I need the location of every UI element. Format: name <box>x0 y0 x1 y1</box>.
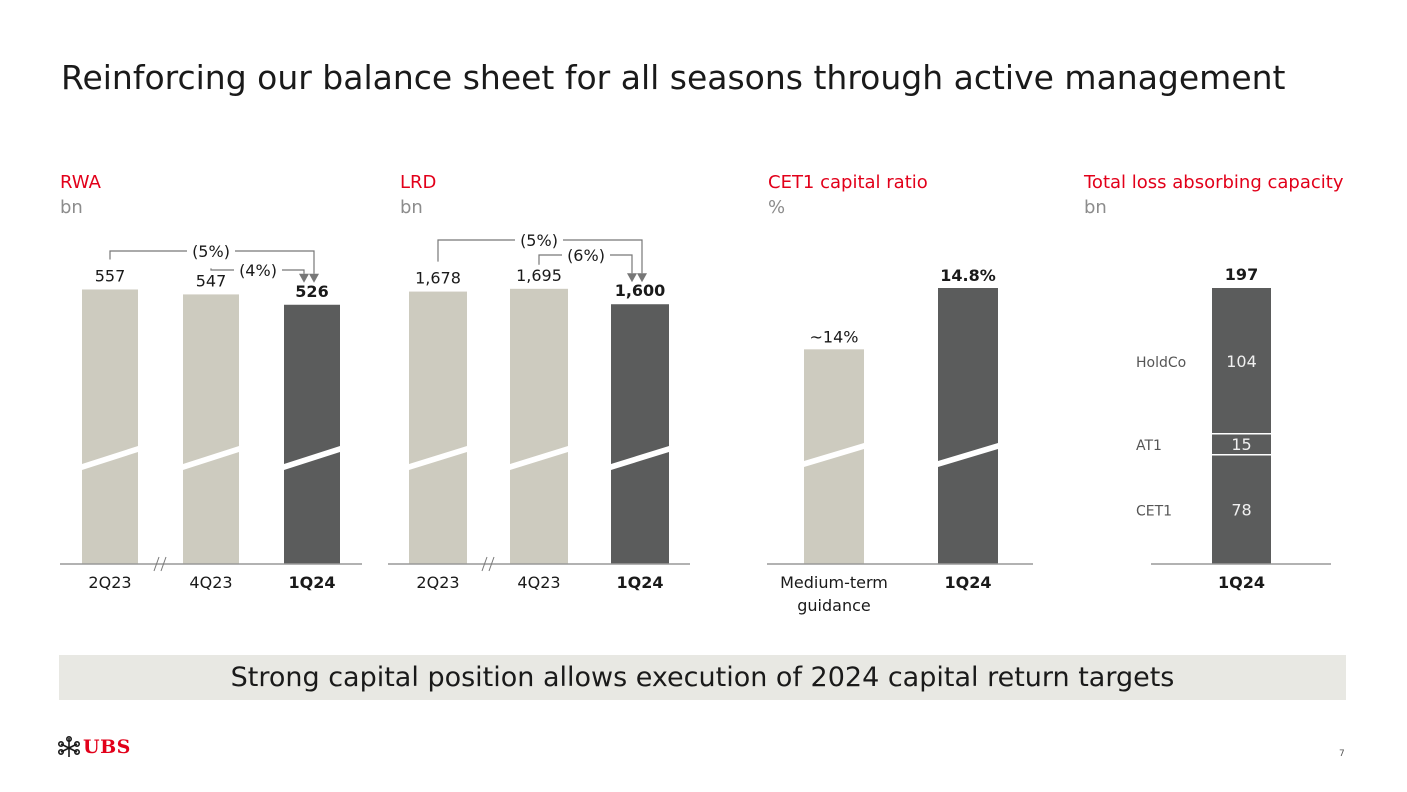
rwa-chart-header: RWA bn <box>60 170 101 220</box>
tlac-total-label: 197 <box>1225 265 1258 284</box>
cet1-chart-header: CET1 capital ratio % <box>768 170 928 220</box>
rwa-change-arrow-0 <box>309 273 319 283</box>
tlac-segment-holdco <box>1212 288 1271 434</box>
lrd-tick-label-1: 4Q23 <box>517 573 560 592</box>
lrd-bar-0 <box>409 291 467 564</box>
lrd-change-arrow-1 <box>627 273 637 283</box>
rwa-value-label-0: 557 <box>95 266 126 285</box>
rwa-axis-break-b <box>160 556 167 572</box>
rwa-chart-unit: bn <box>60 197 83 218</box>
rwa-change-label-0: (5%) <box>192 242 230 261</box>
summary-banner: Strong capital position allows execution… <box>59 655 1346 700</box>
tlac-segment-label-cet1: 78 <box>1231 500 1251 519</box>
cet1-bar-break-1 <box>938 443 998 467</box>
tlac-segment-at1 <box>1212 433 1271 455</box>
lrd-value-label-2: 1,600 <box>615 281 666 300</box>
ubs-logo-text: UBS <box>83 736 131 758</box>
rwa-change-label-1: (4%) <box>239 261 277 280</box>
lrd-change-label-1: (6%) <box>567 246 605 265</box>
rwa-bar-break-1 <box>183 446 239 470</box>
cet1-chart-unit: % <box>768 197 786 218</box>
tlac-segment-label-at1: 15 <box>1231 435 1251 454</box>
rwa-change-label-bg-1 <box>234 259 282 279</box>
keys-icon <box>58 735 80 757</box>
lrd-tick-label-2: 1Q24 <box>617 573 664 592</box>
rwa-tick-label-1: 4Q23 <box>189 573 232 592</box>
lrd-bar-break-2 <box>611 446 669 470</box>
cet1-tick-label-1: 1Q24 <box>945 573 992 592</box>
rwa-change-arrow-1 <box>299 273 309 283</box>
ubs-logo: UBS <box>58 735 131 759</box>
cet1-tick-label-0-1: guidance <box>797 596 870 615</box>
lrd-change-label-bg-0 <box>515 229 563 249</box>
lrd-change-label-bg-1 <box>562 244 610 264</box>
lrd-value-label-1: 1,695 <box>516 266 562 285</box>
rwa-bar-break-0 <box>82 446 138 470</box>
cet1-value-label-0: ~14% <box>810 327 859 346</box>
rwa-tick-label-0: 2Q23 <box>88 573 131 592</box>
rwa-bar-0 <box>82 289 138 564</box>
lrd-axis-break-a <box>481 556 488 572</box>
lrd-bar-1 <box>510 288 568 564</box>
cet1-bar-break-0 <box>804 443 864 467</box>
lrd-chart-unit: bn <box>400 197 423 218</box>
page-title: Reinforcing our balance sheet for all se… <box>61 58 1286 97</box>
page-number: 7 <box>1339 749 1345 759</box>
cet1-value-label-1: 14.8% <box>940 266 996 285</box>
lrd-axis-break-b <box>488 556 495 572</box>
summary-banner-text: Strong capital position allows execution… <box>230 662 1175 693</box>
rwa-bar-2 <box>284 304 340 564</box>
rwa-bar-1 <box>183 294 239 564</box>
rwa-chart-title: RWA <box>60 172 101 193</box>
lrd-change-arrow-0 <box>637 273 647 283</box>
rwa-value-label-2: 526 <box>295 282 328 301</box>
rwa-bar-break-2 <box>284 446 340 470</box>
lrd-bar-break-0 <box>409 446 467 470</box>
tlac-segment-label-holdco: 104 <box>1226 352 1257 371</box>
rwa-axis-break-a <box>153 556 160 572</box>
rwa-tick-label-2: 1Q24 <box>289 573 336 592</box>
cet1-tick-label-0: Medium-term <box>780 573 888 592</box>
lrd-bar-break-1 <box>510 446 568 470</box>
rwa-change-label-bg-0 <box>187 240 235 260</box>
lrd-change-label-0: (5%) <box>520 231 558 250</box>
tlac-chart-title: Total loss absorbing capacity <box>1084 172 1344 193</box>
tlac-tick-label-0: 1Q24 <box>1218 573 1265 592</box>
tlac-legend-holdco: HoldCo <box>1136 355 1186 371</box>
cet1-chart-title: CET1 capital ratio <box>768 172 928 193</box>
lrd-value-label-0: 1,678 <box>415 269 461 288</box>
tlac-legend-at1: AT1 <box>1136 438 1162 454</box>
rwa-value-label-1: 547 <box>196 271 227 290</box>
lrd-tick-label-0: 2Q23 <box>416 573 459 592</box>
tlac-chart-unit: bn <box>1084 197 1107 218</box>
tlac-chart-header: Total loss absorbing capacity bn <box>1084 170 1343 220</box>
tlac-legend-cet1: CET1 <box>1136 503 1172 519</box>
lrd-chart-header: LRD bn <box>400 170 436 220</box>
cet1-bar-1 <box>938 288 998 564</box>
tlac-segment-cet1 <box>1212 454 1271 564</box>
lrd-bar-2 <box>611 304 669 564</box>
lrd-chart-title: LRD <box>400 172 437 193</box>
